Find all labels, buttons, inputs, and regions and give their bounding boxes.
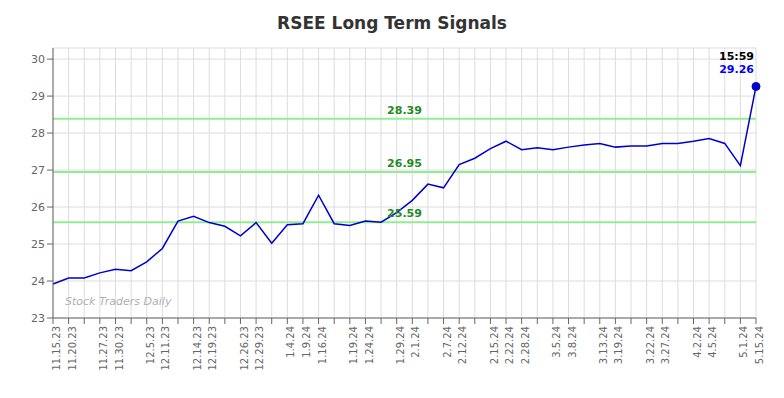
svg-text:26.95: 26.95	[387, 157, 422, 170]
svg-text:5.15.24: 5.15.24	[754, 326, 765, 364]
svg-text:5.1.24: 5.1.24	[738, 326, 749, 358]
svg-text:1.24.24: 1.24.24	[364, 326, 375, 364]
svg-text:12.26.23: 12.26.23	[239, 326, 250, 371]
svg-text:3.22.24: 3.22.24	[645, 326, 656, 364]
svg-text:28.39: 28.39	[387, 104, 422, 117]
html-text:29.26: 29.26	[719, 63, 754, 76]
svg-text:1.9.24: 1.9.24	[301, 326, 312, 358]
svg-text:23: 23	[31, 312, 45, 325]
svg-text:2.22.24: 2.22.24	[504, 326, 515, 364]
svg-text:2.12.24: 2.12.24	[457, 326, 468, 364]
svg-text:28: 28	[31, 127, 45, 140]
svg-text:12.11.23: 12.11.23	[160, 326, 171, 371]
svg-text:1.29.24: 1.29.24	[395, 326, 406, 364]
svg-text:1.19.24: 1.19.24	[348, 326, 359, 364]
svg-text:3.5.24: 3.5.24	[551, 326, 562, 358]
svg-text:26: 26	[31, 201, 45, 214]
svg-text:11.30.23: 11.30.23	[114, 326, 125, 371]
svg-text:11.15.23: 11.15.23	[51, 326, 62, 371]
svg-text:4.2.24: 4.2.24	[692, 326, 703, 358]
svg-text:24: 24	[31, 275, 45, 288]
svg-text:1.16.24: 1.16.24	[317, 326, 328, 364]
svg-text:2.7.24: 2.7.24	[442, 326, 453, 358]
svg-text:3.8.24: 3.8.24	[567, 326, 578, 358]
html-text:RSEE Long Term Signals: RSEE Long Term Signals	[277, 13, 507, 33]
svg-text:12.14.23: 12.14.23	[192, 326, 203, 371]
html-text:15:59: 15:59	[719, 50, 754, 63]
svg-text:11.20.23: 11.20.23	[67, 326, 78, 371]
svg-text:2.28.24: 2.28.24	[520, 326, 531, 364]
svg-text:3.19.24: 3.19.24	[614, 326, 625, 364]
html-text:Stock Traders Daily: Stock Traders Daily	[65, 295, 172, 308]
svg-text:2.15.24: 2.15.24	[489, 326, 500, 364]
svg-text:12.5.23: 12.5.23	[145, 326, 156, 364]
svg-text:3.27.24: 3.27.24	[660, 326, 671, 364]
svg-text:1.4.24: 1.4.24	[285, 326, 296, 358]
svg-text:25: 25	[31, 238, 45, 251]
svg-text:3.13.24: 3.13.24	[598, 326, 609, 364]
svg-text:4.5.24: 4.5.24	[707, 326, 718, 358]
svg-text:2.1.24: 2.1.24	[410, 326, 421, 358]
svg-text:25.59: 25.59	[387, 207, 422, 220]
svg-text:12.29.23: 12.29.23	[254, 326, 265, 371]
svg-text:12.19.23: 12.19.23	[207, 326, 218, 371]
svg-text:30: 30	[31, 53, 45, 66]
svg-text:27: 27	[31, 164, 45, 177]
svg-text:29: 29	[31, 90, 45, 103]
svg-text:11.27.23: 11.27.23	[98, 326, 109, 371]
